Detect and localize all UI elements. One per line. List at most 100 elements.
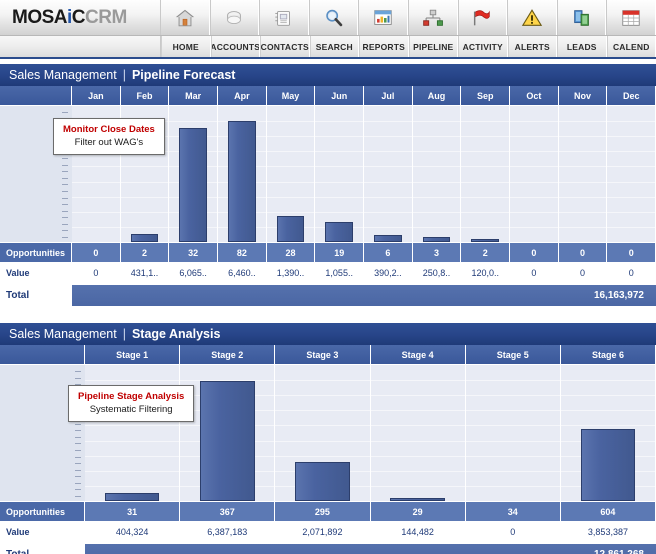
column-header[interactable]: Jun — [315, 86, 365, 105]
opportunities-cell[interactable]: 0 — [558, 243, 608, 262]
calendar-icon — [620, 7, 642, 29]
value-cell[interactable]: 0 — [72, 263, 121, 282]
column-header[interactable]: May — [266, 86, 316, 105]
nav-item-pipeline[interactable]: PIPELINE — [408, 36, 458, 57]
column-header[interactable]: Mar — [169, 86, 219, 105]
nav-item-home[interactable]: HOME — [161, 36, 211, 57]
toolbar-button-activity[interactable] — [457, 0, 508, 35]
total-amount: 12,861,268 — [85, 544, 656, 554]
chart-bar[interactable] — [580, 428, 636, 501]
opportunities-cell[interactable]: 82 — [218, 243, 267, 262]
chart-bar[interactable] — [374, 234, 402, 242]
chart-bar[interactable] — [199, 380, 255, 501]
chart-bar[interactable] — [130, 233, 159, 242]
nav-item-reports[interactable]: REPORTS — [359, 36, 409, 57]
nav-item-activity[interactable]: ACTIVITY — [458, 36, 508, 57]
value-cell[interactable]: 1,390.. — [266, 263, 316, 282]
column-header[interactable]: Apr — [218, 86, 267, 105]
column-header[interactable]: Sep — [461, 86, 511, 105]
value-cell[interactable]: 1,055.. — [315, 263, 365, 282]
toolbar-button-contacts[interactable] — [259, 0, 309, 35]
chart-column — [267, 106, 316, 242]
column-header[interactable]: Stage 3 — [275, 345, 371, 364]
opportunities-cell[interactable]: 28 — [266, 243, 316, 262]
toolbar-button-alerts[interactable] — [507, 0, 557, 35]
value-cell[interactable]: 120,0.. — [461, 263, 511, 282]
header-label-cell — [0, 345, 85, 364]
chart-bar[interactable] — [422, 237, 451, 242]
opportunities-cell[interactable]: 0 — [72, 243, 121, 262]
value-cell[interactable]: 6,387,183 — [180, 522, 276, 541]
column-header[interactable]: Stage 4 — [370, 345, 466, 364]
column-header[interactable]: Stage 1 — [85, 345, 181, 364]
opportunities-cell[interactable]: 3 — [412, 243, 462, 262]
column-header[interactable]: Feb — [120, 86, 170, 105]
chart-column — [510, 106, 559, 242]
search-icon — [323, 7, 345, 29]
value-cell[interactable]: 3,853,387 — [560, 522, 656, 541]
chart-bar[interactable] — [276, 215, 305, 242]
nav-item-contacts[interactable]: CONTACTS — [260, 36, 310, 57]
opportunities-cell[interactable]: 367 — [180, 502, 276, 521]
callout-subtitle: Systematic Filtering — [89, 404, 173, 415]
opportunities-cell[interactable]: 2 — [120, 243, 170, 262]
chart-bar[interactable] — [390, 497, 445, 501]
opportunities-row: Opportunities 0 2 32 82 28 19 6 3 2 0 0 0 — [0, 243, 656, 263]
column-header[interactable]: Stage 2 — [180, 345, 276, 364]
chart-bar[interactable] — [471, 238, 500, 242]
column-header[interactable]: Jul — [364, 86, 413, 105]
chart-bar[interactable] — [228, 120, 256, 242]
opportunities-cell[interactable]: 0 — [607, 243, 656, 262]
opportunities-cell[interactable]: 295 — [275, 502, 371, 521]
column-header[interactable]: Jan — [72, 86, 121, 105]
value-cell[interactable]: 0 — [558, 263, 608, 282]
chart-bar[interactable] — [295, 462, 350, 501]
toolbar-button-leads[interactable] — [556, 0, 607, 35]
value-cell[interactable]: 390,2.. — [364, 263, 413, 282]
opportunities-cell[interactable]: 34 — [465, 502, 561, 521]
value-cell[interactable]: 431,1.. — [120, 263, 170, 282]
toolbar-button-search[interactable] — [308, 0, 359, 35]
value-cell[interactable]: 250,8.. — [412, 263, 462, 282]
nav-item-calendar[interactable]: CALEND — [606, 36, 656, 57]
chart-column — [121, 106, 170, 242]
opportunities-cell[interactable]: 31 — [85, 502, 181, 521]
column-header[interactable]: Stage 5 — [465, 345, 561, 364]
opportunities-cell[interactable]: 604 — [560, 502, 656, 521]
value-cell[interactable]: 0 — [607, 263, 656, 282]
app-logo[interactable]: MOSAiCCRM — [0, 0, 160, 35]
value-cell[interactable]: 0 — [510, 263, 559, 282]
opportunities-cell[interactable]: 0 — [510, 243, 559, 262]
column-header[interactable]: Oct — [510, 86, 559, 105]
value-cell[interactable]: 2,071,892 — [275, 522, 371, 541]
value-cell[interactable]: 404,324 — [85, 522, 181, 541]
toolbar-button-reports[interactable] — [358, 0, 408, 35]
nav-item-leads[interactable]: LEADS — [557, 36, 607, 57]
column-header[interactable]: Nov — [558, 86, 608, 105]
column-header[interactable]: Stage 6 — [560, 345, 656, 364]
panel-title-sub: Stage Analysis — [131, 327, 221, 341]
chart-bar[interactable] — [104, 493, 160, 501]
opportunities-cell[interactable]: 2 — [461, 243, 511, 262]
opportunities-cell[interactable]: 29 — [370, 502, 466, 521]
opportunities-cell[interactable]: 6 — [364, 243, 413, 262]
value-cell[interactable]: 6,460.. — [218, 263, 267, 282]
toolbar-button-pipeline[interactable] — [407, 0, 458, 35]
value-cell[interactable]: 144,482 — [370, 522, 466, 541]
toolbar-button-home[interactable] — [160, 0, 210, 35]
nav-item-search[interactable]: SEARCH — [309, 36, 359, 57]
toolbar-button-accounts[interactable] — [209, 0, 260, 35]
logo-text-c: C — [71, 6, 86, 28]
column-header[interactable]: Dec — [607, 86, 656, 105]
nav-item-accounts[interactable]: ACCOUNTS — [210, 36, 260, 57]
value-cell[interactable]: 0 — [465, 522, 561, 541]
nav-item-alerts[interactable]: ALERTS — [507, 36, 557, 57]
column-header[interactable]: Aug — [412, 86, 462, 105]
opportunities-cell[interactable]: 32 — [169, 243, 219, 262]
chart-column — [559, 106, 608, 242]
chart-bar[interactable] — [179, 127, 207, 242]
toolbar-button-calendar[interactable] — [606, 0, 656, 35]
chart-bar[interactable] — [325, 222, 354, 242]
opportunities-cell[interactable]: 19 — [315, 243, 365, 262]
value-cell[interactable]: 6,065.. — [169, 263, 219, 282]
